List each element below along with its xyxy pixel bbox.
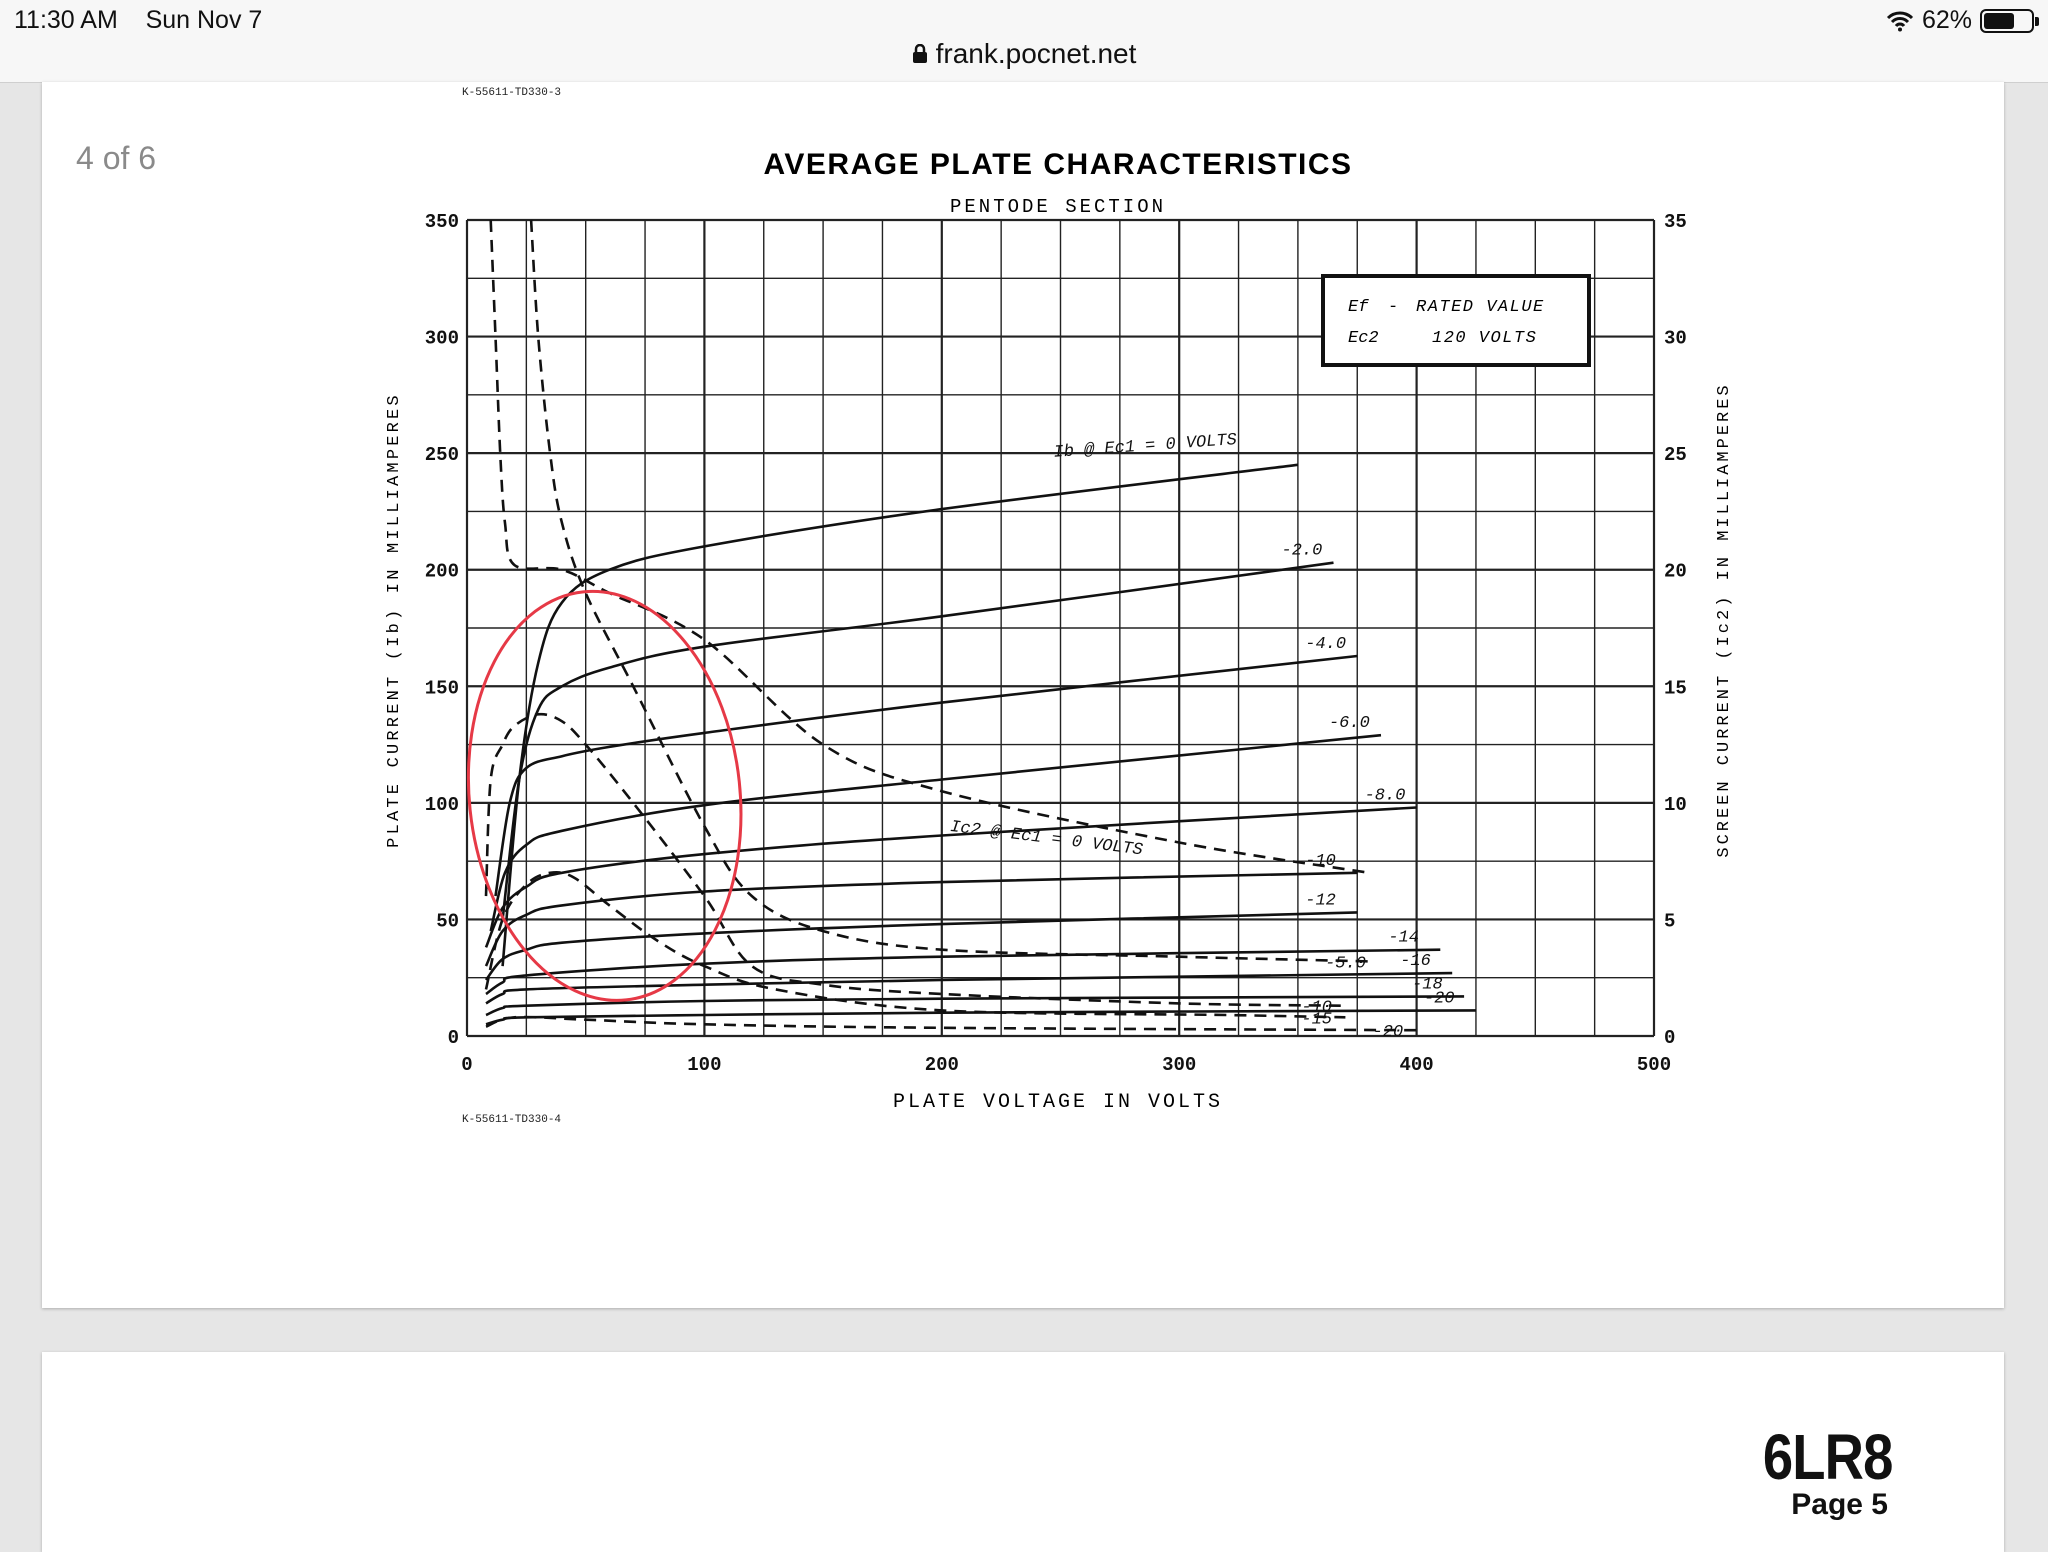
lock-icon <box>912 44 927 63</box>
annotation-ellipse <box>466 589 743 1002</box>
plate-current-curve <box>485 971 1453 1005</box>
y2-tick-label: 15 <box>1664 677 1687 699</box>
battery-fill <box>1984 12 2014 29</box>
curve-label-grid-voltage: -8.0 <box>1365 787 1406 806</box>
curve-label-grid-voltage: -4.0 <box>1305 635 1346 654</box>
y2-tick-label: 5 <box>1664 910 1675 932</box>
curve-label-grid-voltage: -2.0 <box>1282 542 1323 561</box>
info-box-dash-1: - <box>1388 298 1398 317</box>
screen-current-curve <box>529 219 1370 963</box>
x-tick-label: 300 <box>1162 1054 1196 1076</box>
page-number: Page 5 <box>1791 1488 1888 1521</box>
y-tick-label: 300 <box>425 328 459 350</box>
plate-current-curve <box>489 733 1382 932</box>
clock-date: Sun Nov 7 <box>145 6 263 34</box>
plate-current-curve <box>494 654 1358 897</box>
page-indicator: 4 of 6 <box>72 138 161 179</box>
curve-label-grid-voltage: -6.0 <box>1329 714 1370 733</box>
curve-label-grid-voltage: -20 <box>1424 989 1455 1008</box>
curve-label-screen-voltage: -20 <box>1373 1023 1404 1042</box>
y2-axis-label: SCREEN CURRENT (Ic2) IN MILLIAMPERES <box>1715 382 1734 857</box>
y2-tick-label: 30 <box>1664 328 1687 350</box>
curve-label-grid-voltage: Ib @ Ec1 = 0 VOLTS <box>1053 431 1238 463</box>
curve-label-grid-voltage: -10 <box>1305 852 1336 871</box>
address-bar[interactable]: frank.pocnet.net <box>0 38 2048 70</box>
y-tick-label: 0 <box>448 1027 459 1049</box>
y2-tick-label: 25 <box>1664 444 1687 466</box>
doc-code-bottom: K-55611-TD330-4 <box>462 1114 561 1126</box>
x-tick-label: 0 <box>461 1054 472 1076</box>
y-tick-label: 200 <box>425 561 459 583</box>
y2-tick-label: 10 <box>1664 794 1687 816</box>
x-tick-label: 100 <box>687 1054 721 1076</box>
plate-current-curve <box>485 995 1465 1017</box>
screen-current-curve <box>484 870 1346 1019</box>
x-tick-label: 400 <box>1399 1054 1433 1076</box>
status-time: 11:30 AM Sun Nov 7 <box>14 6 262 35</box>
y2-tick-label: 35 <box>1664 211 1687 233</box>
info-box: Ef - RATED VALUE Ec2 120 VOLTS <box>1321 274 1591 367</box>
red-circle-annotation <box>466 589 743 1002</box>
status-bar: 11:30 AM Sun Nov 7 62% frank.pocnet.net <box>0 0 2048 83</box>
pdf-page <box>42 82 2004 1308</box>
plate-current-curve <box>484 911 1358 981</box>
y-tick-label: 250 <box>425 444 459 466</box>
y-tick-label: 50 <box>436 910 459 932</box>
pdf-page-next <box>42 1352 2004 1552</box>
info-box-label-1: Ef <box>1348 298 1369 317</box>
battery-icon <box>1980 8 2039 33</box>
info-box-value-1: RATED VALUE <box>1416 298 1545 317</box>
curve-label-screen-voltage: -5.0 <box>1325 954 1366 973</box>
chart-ticks: 0 100 200 300 400 500 0 50 100 150 200 250 300 350 0 5 1… <box>425 211 1687 1076</box>
y2-tick-label: 0 <box>1664 1027 1675 1049</box>
y-tick-label: 100 <box>425 794 459 816</box>
screen-current-curve <box>489 219 1370 875</box>
curve-label-screen-voltage: -10 <box>1301 999 1332 1018</box>
plate-characteristics-chart: K-55611-TD330-3 AVERAGE PLATE CHARACTERI… <box>385 87 1734 1126</box>
curve-label-grid-voltage: -18 <box>1412 975 1443 994</box>
status-right: 62% <box>1886 6 2039 35</box>
screen-current-curve <box>485 1015 1417 1032</box>
screen-current-curve <box>484 712 1346 1007</box>
plate-current-curve <box>484 806 1417 948</box>
battery-percent: 62% <box>1921 6 1972 34</box>
y2-tick-label: 20 <box>1664 561 1687 583</box>
wifi-icon <box>1886 11 1914 31</box>
doc-code-top: K-55611-TD330-3 <box>462 87 561 99</box>
x-tick-label: 200 <box>925 1054 959 1076</box>
url-text[interactable]: frank.pocnet.net <box>935 38 1137 69</box>
plate-current-curve <box>485 948 1441 996</box>
chart-grid <box>465 218 1656 1038</box>
y-tick-label: 350 <box>425 211 459 233</box>
chart-curves <box>484 219 1476 1032</box>
y-axis-label: PLATE CURRENT (Ib) IN MILLIAMPERES <box>385 392 404 848</box>
y-tick-label: 150 <box>425 677 459 699</box>
chart-subtitle: PENTODE SECTION <box>950 196 1166 218</box>
plate-current-curve <box>501 561 1334 920</box>
clock-time: 11:30 AM <box>14 6 118 34</box>
curve-label-grid-voltage: -12 <box>1305 891 1336 910</box>
info-box-value-2: 120 VOLTS <box>1432 329 1537 348</box>
curve-label-grid-voltage: -14 <box>1388 929 1419 948</box>
plate-current-curve <box>484 871 1358 967</box>
tube-name: 6LR8 <box>1762 1421 1892 1493</box>
chart-title: AVERAGE PLATE CHARACTERISTICS <box>763 148 1352 181</box>
x-axis-label: PLATE VOLTAGE IN VOLTS <box>893 1091 1223 1114</box>
x-tick-label: 500 <box>1637 1054 1671 1076</box>
curve-label-grid-voltage: -16 <box>1400 952 1431 971</box>
curve-label-screen-voltage: -15 <box>1301 1010 1332 1029</box>
info-box-label-2: Ec2 <box>1348 329 1379 348</box>
